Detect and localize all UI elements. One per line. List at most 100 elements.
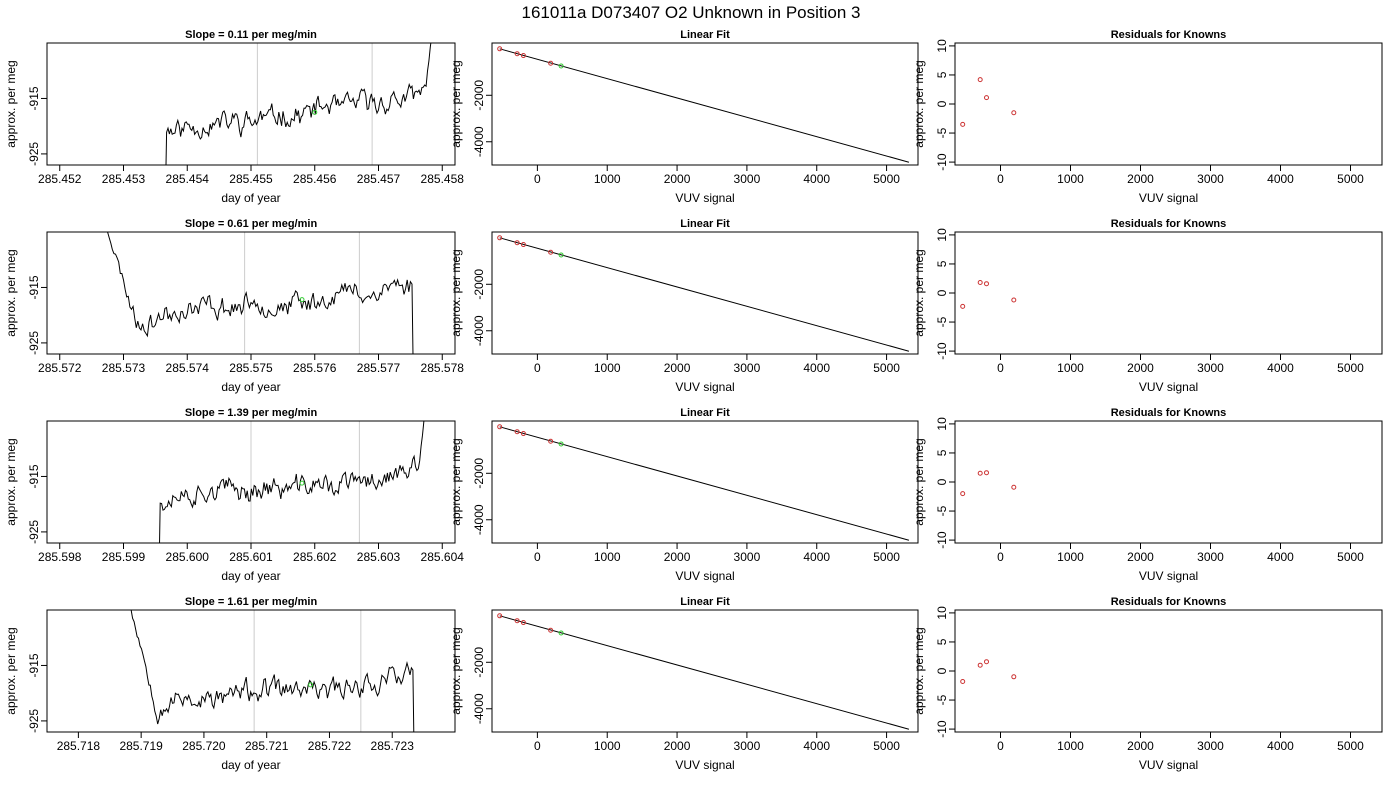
x-tick-label: 285.573: [102, 361, 146, 375]
residual-point: [984, 470, 989, 476]
y-tick-label: 0: [935, 667, 949, 674]
x-tick-label: 285.723: [371, 739, 415, 753]
x-axis-label: VUV signal: [1139, 758, 1198, 772]
x-tick-label: 285.718: [57, 739, 101, 753]
x-tick-label: 285.452: [38, 172, 82, 186]
residual-point: [960, 491, 966, 497]
x-tick-label: 285.720: [182, 739, 226, 753]
panel-title: Slope = 0.61 per meg/min: [185, 218, 318, 230]
x-tick-label: 4000: [1267, 172, 1294, 186]
y-tick-label: 0: [935, 100, 949, 107]
residual-point: [984, 281, 989, 287]
y-tick-label: -4000: [472, 693, 486, 724]
plot-area: [960, 659, 1017, 684]
x-tick-label: 285.603: [357, 550, 401, 564]
x-tick-label: 4000: [803, 361, 830, 375]
y-tick-label: 10: [935, 606, 949, 620]
x-axis-label: VUV signal: [675, 758, 734, 772]
x-tick-label: 2000: [664, 550, 691, 564]
y-tick-label: -4000: [472, 126, 486, 157]
plot-frame: [954, 420, 1383, 544]
x-tick-label: 2000: [664, 739, 691, 753]
y-tick-label: -5: [935, 505, 949, 516]
x-tick-label: 1000: [1057, 172, 1084, 186]
y-tick-label: 5: [935, 71, 949, 78]
panel-1-2: Residuals for Knowns 0 1000 2000 3000 4000 500…: [912, 218, 1383, 394]
x-tick-label: 1000: [1057, 361, 1084, 375]
x-tick-label: 285.457: [357, 172, 401, 186]
plot-area: [497, 235, 910, 352]
y-axis-label: approx. per meg: [449, 627, 463, 714]
x-tick-label: 3000: [734, 172, 761, 186]
plot-frame: [491, 42, 919, 166]
y-tick-label: 10: [935, 417, 949, 431]
y-axis-label: approx. per meg: [449, 438, 463, 525]
x-tick-label: 5000: [873, 361, 900, 375]
y-tick-label: -2000: [472, 647, 486, 678]
x-tick-label: 285.572: [38, 361, 82, 375]
fit-line: [499, 237, 910, 352]
y-tick-label: -915: [27, 86, 41, 110]
x-tick-label: 5000: [873, 739, 900, 753]
x-tick-label: 0: [997, 361, 1004, 375]
x-tick-label: 5000: [1337, 172, 1364, 186]
x-tick-label: 285.600: [166, 550, 210, 564]
x-tick-label: 285.456: [293, 172, 337, 186]
x-tick-label: 285.453: [102, 172, 146, 186]
panel-title: Residuals for Knowns: [1111, 218, 1227, 230]
panel-3-0: Slope = 1.61 per meg/min 285.718 285.719 28…: [4, 596, 456, 772]
known-point: [497, 613, 503, 619]
x-tick-label: 3000: [1197, 550, 1224, 564]
x-tick-label: 5000: [1337, 739, 1364, 753]
y-tick-label: -915: [27, 464, 41, 488]
unknown-point: [558, 441, 564, 447]
y-axis-label: approx. per meg: [449, 249, 463, 336]
panel-3-1: Linear Fit 0 1000 2000 3000 4000 5000 -2000 -400…: [449, 596, 919, 772]
panel-1-1: Linear Fit 0 1000 2000 3000 4000 5000 -2000 -400…: [449, 218, 919, 394]
unknown-point: [299, 480, 305, 486]
plot-frame: [954, 609, 1383, 733]
x-tick-label: 0: [534, 172, 541, 186]
signal-trace: [107, 232, 414, 354]
y-tick-label: -10: [935, 342, 949, 360]
plot-area: [497, 613, 910, 730]
panel-title: Slope = 1.61 per meg/min: [185, 596, 318, 608]
x-tick-label: 2000: [1127, 550, 1154, 564]
x-tick-label: 3000: [734, 550, 761, 564]
x-tick-label: 5000: [1337, 361, 1364, 375]
y-tick-label: -4000: [472, 315, 486, 346]
unknown-point: [558, 63, 564, 69]
figure-title: 161011a D073407 O2 Unknown in Position 3: [522, 3, 861, 22]
unknown-point: [558, 252, 564, 258]
panel-0-1: Linear Fit 0 1000 2000 3000 4000 5000 -2000 -400…: [449, 29, 919, 205]
y-tick-label: -10: [935, 720, 949, 738]
x-tick-label: 285.577: [357, 361, 401, 375]
residual-point: [960, 303, 966, 309]
residual-point: [1011, 297, 1017, 303]
x-tick-label: 2000: [1127, 739, 1154, 753]
residual-point: [977, 470, 983, 476]
x-axis-label: day of year: [221, 191, 280, 205]
x-tick-label: 2000: [664, 361, 691, 375]
y-tick-label: 0: [935, 478, 949, 485]
x-tick-label: 2000: [1127, 172, 1154, 186]
y-tick-label: -925: [27, 142, 41, 166]
x-tick-label: 1000: [594, 361, 621, 375]
x-axis-label: VUV signal: [1139, 191, 1198, 205]
panel-title: Linear Fit: [680, 407, 730, 419]
y-tick-label: -5: [935, 316, 949, 327]
x-axis-label: day of year: [221, 758, 280, 772]
y-axis-label: approx. per meg: [4, 438, 18, 525]
panel-title: Linear Fit: [680, 29, 730, 41]
y-axis-label: approx. per meg: [912, 60, 926, 147]
x-tick-label: 285.578: [421, 361, 465, 375]
y-tick-label: -5: [935, 694, 949, 705]
x-tick-label: 5000: [873, 172, 900, 186]
x-tick-label: 3000: [1197, 739, 1224, 753]
residual-point: [1011, 674, 1017, 680]
x-tick-label: 1000: [594, 739, 621, 753]
x-tick-label: 3000: [1197, 172, 1224, 186]
y-tick-label: -925: [27, 331, 41, 355]
unknown-point: [299, 297, 305, 303]
panel-title: Slope = 0.11 per meg/min: [185, 29, 317, 41]
